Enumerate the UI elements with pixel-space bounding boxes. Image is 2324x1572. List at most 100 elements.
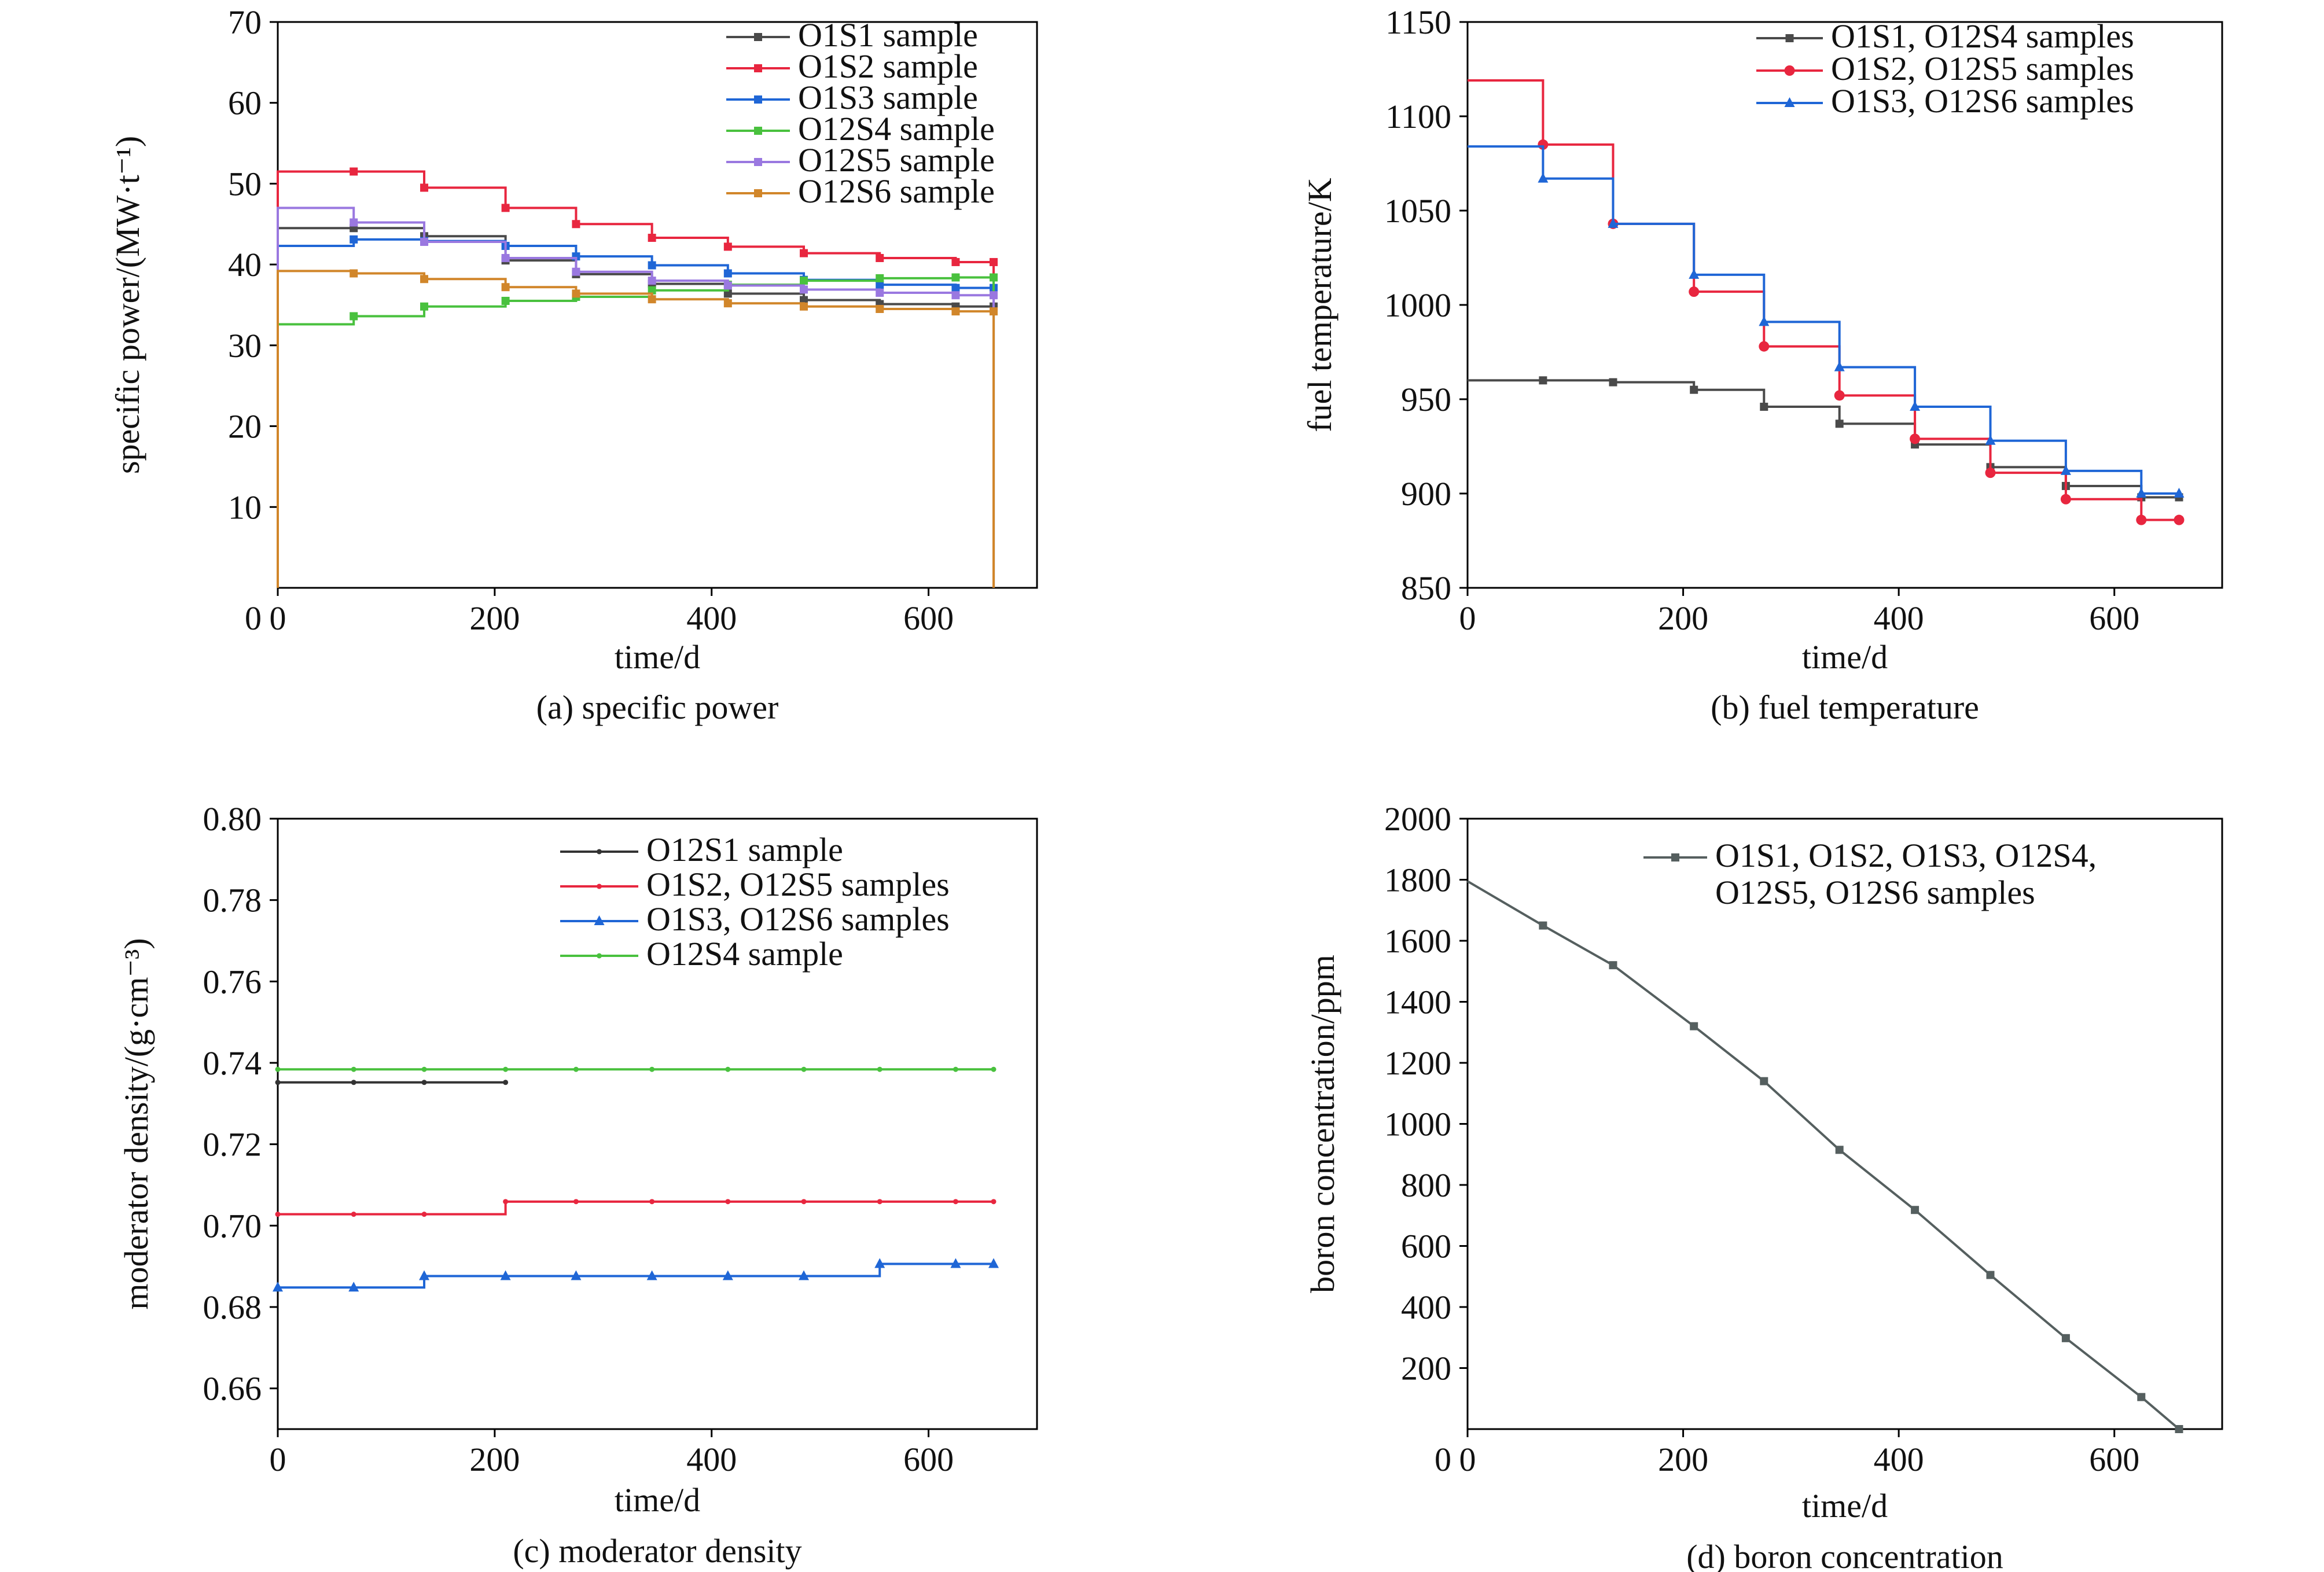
data-point xyxy=(648,261,656,270)
y-axis-label: fuel temperature/K xyxy=(1301,178,1338,432)
data-point xyxy=(1539,921,1547,930)
series-3 xyxy=(273,1258,999,1292)
x-tick-label: 400 xyxy=(686,599,737,637)
data-point xyxy=(649,1066,655,1072)
y-tick-label: 900 xyxy=(1401,475,1451,513)
data-point xyxy=(348,1282,359,1292)
y-tick-label: 1400 xyxy=(1384,984,1451,1021)
y-tick-label: 2000 xyxy=(1384,800,1451,838)
chart-caption: (a) specific power xyxy=(536,689,779,726)
legend-label: O12S5, O12S6 samples xyxy=(1715,874,2035,911)
x-axis-label: time/d xyxy=(615,638,700,676)
data-point xyxy=(420,302,429,311)
series-3 xyxy=(277,235,998,588)
x-tick-label: 400 xyxy=(686,1441,737,1478)
data-point xyxy=(350,312,358,321)
y-tick-label: 50 xyxy=(228,165,262,203)
data-point xyxy=(421,1212,427,1217)
data-point xyxy=(420,275,429,284)
data-point xyxy=(350,167,358,176)
y-tick-label: 200 xyxy=(1401,1350,1451,1387)
data-point xyxy=(990,307,998,316)
series-line xyxy=(1468,145,2179,495)
data-point xyxy=(503,1080,509,1085)
data-point xyxy=(2137,1393,2146,1401)
y-tick-label: 1600 xyxy=(1384,922,1451,960)
legend-marker xyxy=(597,953,602,959)
data-point xyxy=(419,1270,430,1280)
legend-label: O1S1, O1S2, O1S3, O12S4, xyxy=(1715,837,2097,874)
data-point xyxy=(876,304,884,313)
data-point xyxy=(2060,494,2071,505)
data-point xyxy=(1690,1022,1698,1030)
data-point xyxy=(991,1066,996,1072)
x-tick-label: 0 xyxy=(270,599,286,637)
data-point xyxy=(1910,433,1921,444)
series-line xyxy=(277,270,995,588)
data-point xyxy=(876,281,884,289)
plot-frame xyxy=(277,818,1038,1430)
data-point xyxy=(800,249,808,257)
y-tick-label: 20 xyxy=(228,408,262,446)
data-point xyxy=(572,267,580,276)
series-3 xyxy=(1468,145,2185,498)
data-point xyxy=(571,1270,582,1280)
data-point xyxy=(877,1066,882,1072)
legend-label: O1S3 sample xyxy=(798,79,978,116)
y-tick-label: 1150 xyxy=(1385,3,1451,41)
legend-label: O1S2, O12S5 samples xyxy=(1831,50,2134,87)
legend-label: O1S1, O12S4 samples xyxy=(1831,17,2134,55)
data-point xyxy=(2136,488,2147,498)
data-point xyxy=(646,1270,657,1280)
legend-marker xyxy=(754,127,762,135)
x-tick-label: 0 xyxy=(1459,1441,1476,1478)
y-tick-label: 10 xyxy=(228,488,262,526)
legend-label: O12S4 sample xyxy=(798,110,995,148)
data-point xyxy=(1759,316,1770,326)
data-point xyxy=(2136,514,2147,525)
y-tick-label: 0.74 xyxy=(203,1044,262,1082)
data-point xyxy=(350,269,358,278)
x-tick-label: 0 xyxy=(1459,599,1476,637)
data-point xyxy=(800,302,808,311)
legend-marker xyxy=(1784,65,1795,76)
data-point xyxy=(988,1258,999,1268)
y-tick-label: 950 xyxy=(1401,381,1451,418)
series-line xyxy=(277,276,995,588)
data-point xyxy=(1910,401,1921,411)
data-point xyxy=(876,289,884,297)
data-point xyxy=(421,1080,427,1085)
data-point xyxy=(1985,467,1996,478)
chart-panel-2: 0 200 400 600 850 900 950 1000 1050 1100 1150 time/… xyxy=(1301,3,2223,726)
data-point xyxy=(725,1066,731,1072)
data-point xyxy=(876,253,884,262)
y-tick-label: 0.72 xyxy=(203,1126,262,1164)
series-2 xyxy=(275,1199,996,1217)
data-point xyxy=(1690,385,1698,394)
data-point xyxy=(2175,1425,2183,1433)
y-tick-label: 1800 xyxy=(1384,862,1451,899)
data-point xyxy=(951,307,960,316)
data-point xyxy=(874,1258,885,1268)
legend-marker xyxy=(754,158,762,166)
data-point xyxy=(1608,218,1619,228)
y-tick-label: 70 xyxy=(228,3,262,41)
data-point xyxy=(990,291,998,300)
x-tick-label: 400 xyxy=(1874,599,1924,637)
data-point xyxy=(1538,172,1549,183)
data-point xyxy=(351,1066,356,1072)
data-point xyxy=(573,1066,579,1072)
data-point xyxy=(572,289,580,298)
legend-marker xyxy=(754,33,762,41)
x-tick-label: 200 xyxy=(1658,599,1708,637)
data-point xyxy=(723,281,732,290)
series-line xyxy=(1468,379,2179,499)
x-tick-label: 0 xyxy=(270,1441,286,1478)
chart-panel-4: 0 200 400 600 200 400 600 800 1000 1200 1400 1600 18… xyxy=(1304,800,2223,1572)
y-axis-label: specific power/(MW·t⁻¹) xyxy=(109,136,146,474)
series-line xyxy=(278,1262,994,1289)
legend-marker xyxy=(754,189,762,197)
y-tick-label: 0.66 xyxy=(203,1370,262,1408)
data-point xyxy=(877,1199,882,1205)
